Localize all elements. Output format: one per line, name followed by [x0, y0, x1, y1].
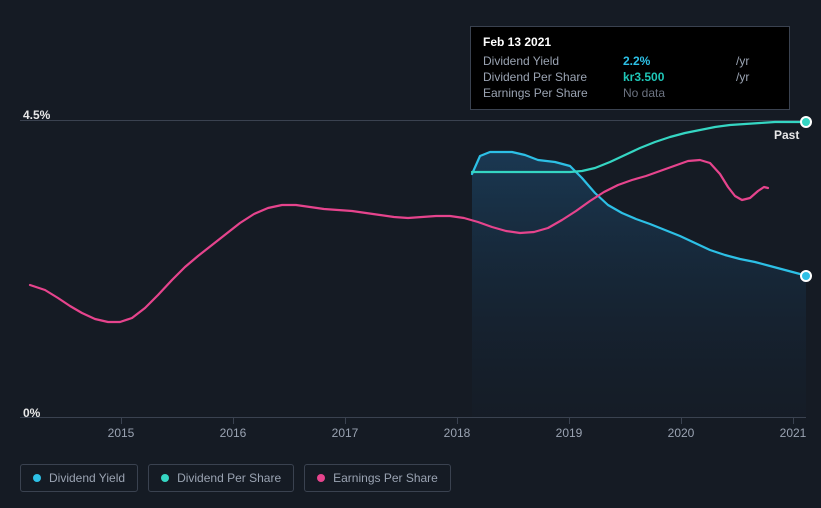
x-tick: [345, 418, 346, 424]
legend-item-earnings-per-share[interactable]: Earnings Per Share: [304, 464, 451, 492]
legend-dot: [317, 474, 325, 482]
tooltip-row: Earnings Per ShareNo data: [483, 85, 777, 101]
legend-item-dividend-yield[interactable]: Dividend Yield: [20, 464, 138, 492]
x-axis-label: 2021: [780, 426, 807, 440]
tooltip-row-label: Earnings Per Share: [483, 85, 623, 101]
chart-tooltip: Feb 13 2021 Dividend Yield2.2%/yrDividen…: [470, 26, 790, 110]
x-axis-label: 2017: [332, 426, 359, 440]
x-axis-label: 2019: [556, 426, 583, 440]
x-tick: [121, 418, 122, 424]
tooltip-title: Feb 13 2021: [483, 35, 777, 49]
tooltip-table: Dividend Yield2.2%/yrDividend Per Sharek…: [483, 53, 777, 101]
legend-label: Dividend Yield: [49, 471, 125, 485]
dividend-chart: 4.5% 0% Past 201520162017201820192020202…: [0, 0, 821, 508]
legend-label: Earnings Per Share: [333, 471, 438, 485]
legend-dot: [161, 474, 169, 482]
x-tick: [681, 418, 682, 424]
x-axis-label: 2015: [108, 426, 135, 440]
dividend_yield-end-marker: [801, 271, 811, 281]
tooltip-row-unit: /yr: [732, 53, 777, 69]
x-axis: 2015 2016 2017 2018 2019 2020 2021: [20, 417, 806, 437]
x-axis-label: 2020: [668, 426, 695, 440]
past-label: Past: [774, 128, 799, 142]
x-axis-label: 2018: [444, 426, 471, 440]
legend: Dividend Yield Dividend Per Share Earnings…: [20, 464, 451, 492]
dividend_per_share-end-marker: [801, 117, 811, 127]
tooltip-row-label: Dividend Yield: [483, 53, 623, 69]
tooltip-row: Dividend Yield2.2%/yr: [483, 53, 777, 69]
tooltip-row-label: Dividend Per Share: [483, 69, 623, 85]
x-tick: [569, 418, 570, 424]
legend-label: Dividend Per Share: [177, 471, 281, 485]
x-tick: [457, 418, 458, 424]
x-tick: [233, 418, 234, 424]
tooltip-row: Dividend Per Sharekr3.500/yr: [483, 69, 777, 85]
x-tick: [793, 418, 794, 424]
tooltip-row-value: kr3.500: [623, 69, 732, 85]
legend-item-dividend-per-share[interactable]: Dividend Per Share: [148, 464, 294, 492]
tooltip-row-value: No data: [623, 85, 732, 101]
tooltip-row-unit: [732, 85, 777, 101]
tooltip-row-value: 2.2%: [623, 53, 732, 69]
tooltip-row-unit: /yr: [732, 69, 777, 85]
legend-dot: [33, 474, 41, 482]
x-axis-label: 2016: [220, 426, 247, 440]
